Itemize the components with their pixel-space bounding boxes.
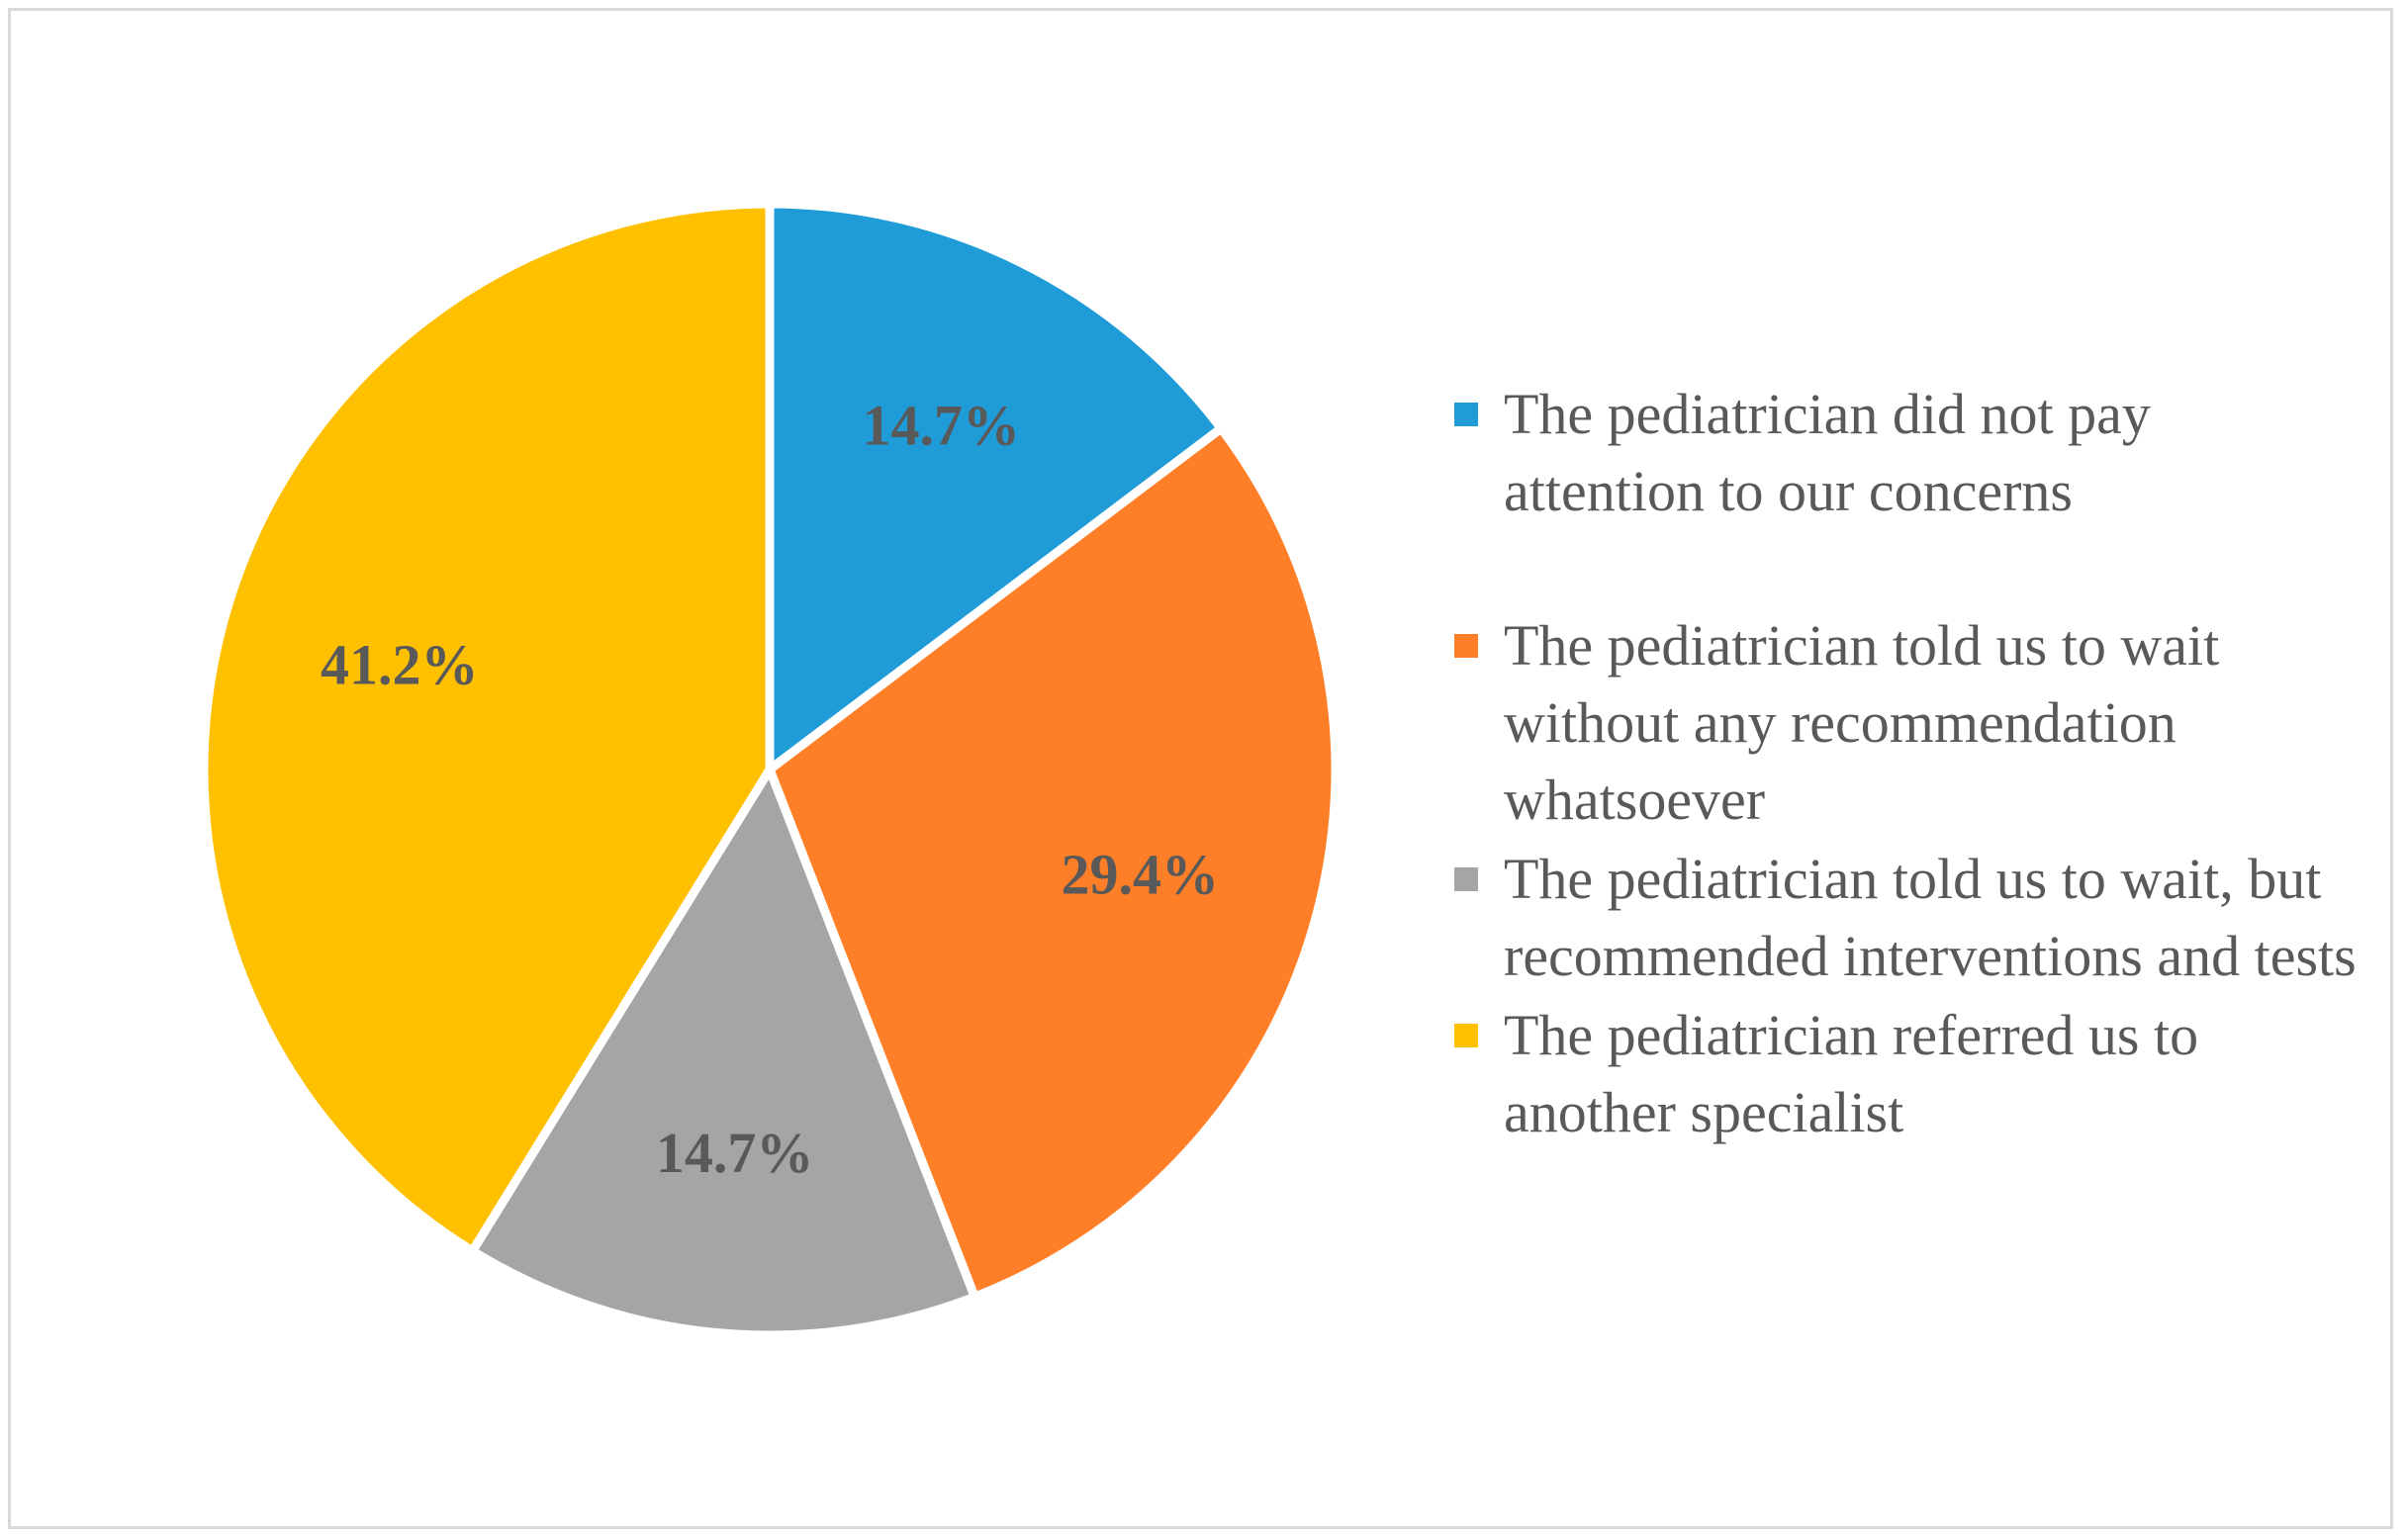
pie-slice — [765, 423, 1341, 1302]
legend-label: The pediatrician referred us to another … — [1504, 1003, 2199, 1144]
legend-swatch — [1454, 403, 1478, 426]
legend-label: The pediatrician told us to wait without… — [1504, 613, 2220, 832]
legend-label: The pediatrician told us to wait, but re… — [1504, 847, 2357, 988]
legend-item: The pediatrician told us to wait, but re… — [1454, 841, 2364, 995]
legend-item: The pediatrician referred us to another … — [1454, 997, 2364, 1151]
legend-swatch — [1454, 1024, 1478, 1047]
slice-data-label: 14.7% — [863, 393, 1021, 457]
slice-data-label: 14.7% — [656, 1121, 814, 1185]
pie-slice — [199, 199, 775, 1256]
legend: The pediatrician did not pay attention t… — [1454, 376, 2364, 1151]
slice-data-label: 29.4% — [1061, 843, 1219, 907]
pie-slice — [468, 765, 979, 1340]
legend-item: The pediatrician told us to wait without… — [1454, 607, 2364, 839]
pie-slice — [765, 199, 1226, 774]
legend-label: The pediatrician did not pay attention t… — [1504, 382, 2151, 523]
chart-frame — [8, 8, 2393, 1529]
legend-swatch — [1454, 867, 1478, 891]
legend-item: The pediatrician did not pay attention t… — [1454, 376, 2364, 530]
slice-data-label: 41.2% — [321, 632, 479, 696]
legend-swatch — [1454, 634, 1478, 658]
